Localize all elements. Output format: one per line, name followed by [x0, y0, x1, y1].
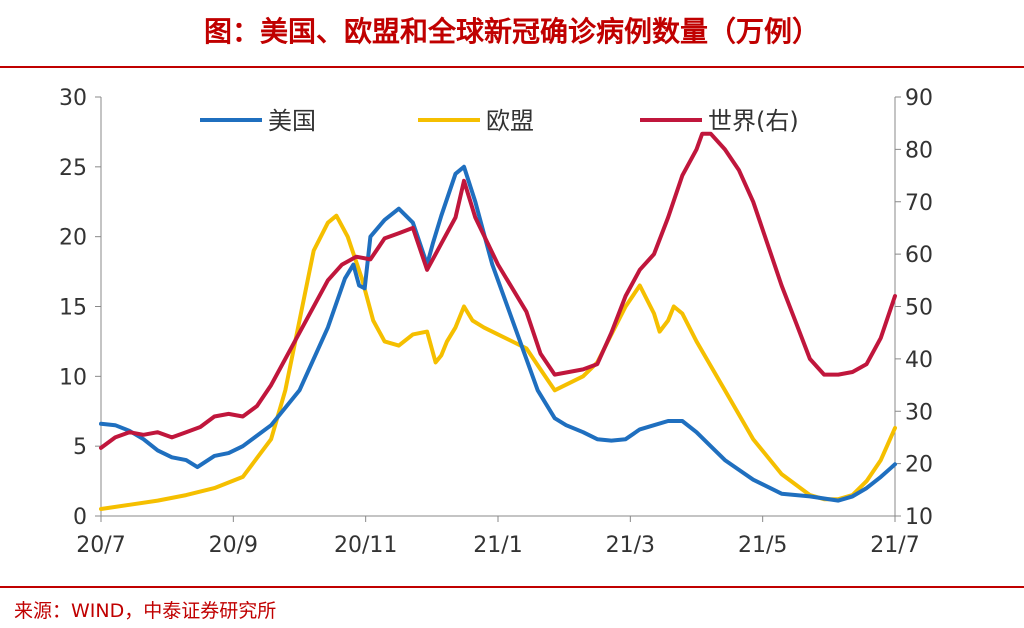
y-right-tick-label: 60: [905, 243, 933, 268]
y-right-tick-label: 20: [905, 453, 933, 478]
y-right-tick-label: 80: [905, 138, 933, 163]
y-right-tick-label: 30: [905, 400, 933, 425]
chart-svg: 0 5 10 15 20 25 30 10 20 30 40 50 60 70 80 90 20/7 20/9 20…: [59, 86, 933, 558]
x-tick-label: 20/11: [334, 533, 397, 558]
series-line-world: [99, 131, 897, 450]
y-right-tick-label: 10: [905, 505, 933, 530]
x-tick-label: 20/9: [209, 533, 258, 558]
y-left-tick-label: 5: [73, 435, 87, 460]
source-note: 来源：WIND，中泰证券研究所: [14, 600, 277, 622]
legend-label-world: 世界(右): [708, 107, 799, 135]
y-left-tick-label: 15: [59, 296, 87, 321]
x-tick-label: 21/1: [473, 533, 522, 558]
y-left-tick-label: 10: [59, 365, 87, 390]
y-left-tick-label: 0: [73, 505, 87, 530]
x-tick-label: 21/5: [738, 533, 787, 558]
chart-title: 图：美国、欧盟和全球新冠确诊病例数量（万例）: [203, 15, 820, 48]
series-line-eu: [99, 213, 897, 511]
y-left-tick-label: 25: [59, 156, 87, 181]
y-right-tick-label: 40: [905, 348, 933, 373]
y-right-tick-label: 50: [905, 296, 933, 321]
legend-label-eu: 欧盟: [486, 107, 534, 135]
y-left-tick-label: 30: [59, 86, 87, 111]
series-line-us: [99, 164, 897, 503]
footer-divider: [0, 586, 1024, 588]
x-tick-label: 21/7: [870, 533, 919, 558]
title-divider: [0, 66, 1024, 68]
y-left-tick-label: 20: [59, 226, 87, 251]
legend-label-us: 美国: [268, 107, 316, 135]
x-tick-label: 20/7: [76, 533, 125, 558]
x-tick-label: 21/3: [606, 533, 655, 558]
y-right-tick-label: 70: [905, 191, 933, 216]
y-right-tick-label: 90: [905, 86, 933, 111]
